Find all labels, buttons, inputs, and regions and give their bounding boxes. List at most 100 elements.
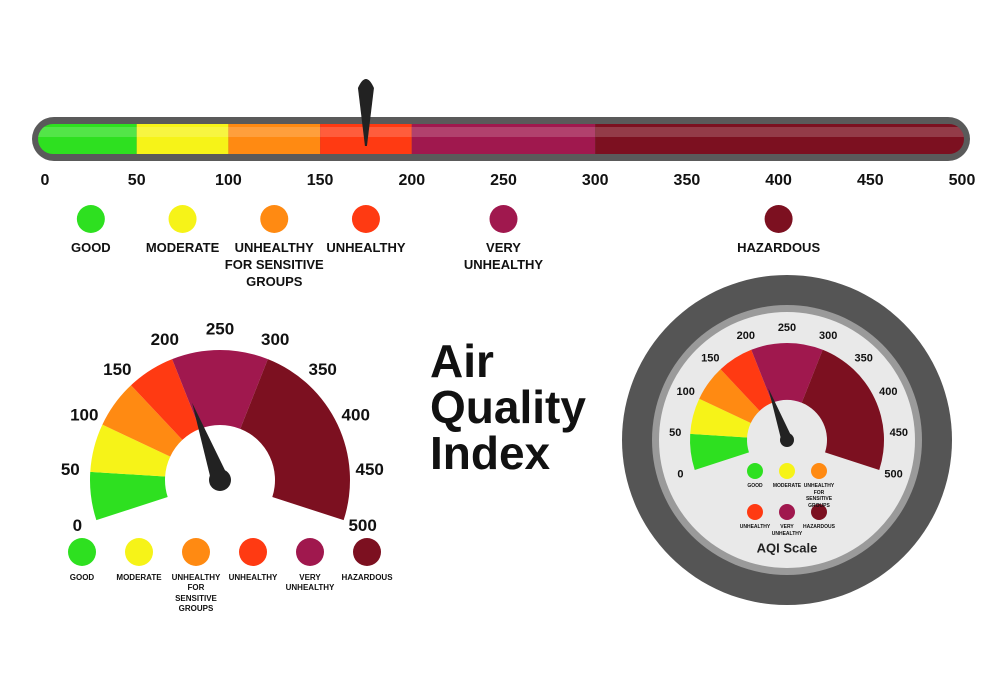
legend-dot xyxy=(747,504,763,520)
legend-dot xyxy=(125,538,153,566)
gauge-tick-label: 100 xyxy=(676,386,694,398)
scale-tick-label: 450 xyxy=(857,172,884,189)
bar-segment xyxy=(38,124,137,154)
gauge-tick-label: 400 xyxy=(879,386,897,398)
gauge-hub xyxy=(780,433,794,447)
legend-dot xyxy=(260,205,289,233)
scale-tick-label: 200 xyxy=(398,172,425,189)
legend-dot xyxy=(811,504,827,520)
scale-tick-label: 150 xyxy=(307,172,334,189)
legend-label: MODERATE xyxy=(116,573,162,582)
title-line: Index xyxy=(430,427,551,479)
legend-dot xyxy=(779,504,795,520)
gauge-label: AQI Scale xyxy=(757,540,818,555)
gauge-segment xyxy=(240,359,350,521)
legend-label: UNHEALTHY xyxy=(739,524,771,530)
gauge-segment xyxy=(131,359,200,440)
legend-label: HAZARDOUS xyxy=(341,573,393,582)
gauge-tick-label: 100 xyxy=(70,406,98,425)
legend-label: VERY UNHEALTHY xyxy=(463,240,544,272)
gauge-tick-label: 450 xyxy=(356,460,384,479)
scale-tick-label: 500 xyxy=(949,172,976,189)
gauge-segment xyxy=(720,349,773,411)
legend-dot xyxy=(239,538,267,566)
legend-label: UNHEALTHY FOR SENSITIVE GROUPS xyxy=(803,483,835,509)
gauge-tick-label: 0 xyxy=(677,469,683,481)
scale-tick-label: 400 xyxy=(765,172,792,189)
legend-label: UNHEALTHY xyxy=(228,573,278,582)
gauge-tick-label: 500 xyxy=(884,469,902,481)
legend-label: UNHEALTHY xyxy=(326,240,406,255)
gauge-tick-label: 350 xyxy=(308,360,336,379)
gauge-tick-label: 350 xyxy=(854,352,872,364)
gauge-tick-label: 0 xyxy=(73,516,82,535)
bar-shine xyxy=(136,127,229,137)
legend-dot xyxy=(779,463,795,479)
gauge-tick-label: 150 xyxy=(103,360,131,379)
legend-dot xyxy=(351,205,380,233)
scale-tick-label: 300 xyxy=(582,172,609,189)
legend-dot xyxy=(353,538,381,566)
gauge-tick-label: 150 xyxy=(701,352,719,364)
gauge-segment xyxy=(172,350,268,429)
gauge-tick-label: 300 xyxy=(261,330,289,349)
legend-dot xyxy=(296,538,324,566)
gauge-tick-label: 50 xyxy=(669,427,681,439)
gauge-tick-label: 400 xyxy=(342,406,370,425)
legend-dot xyxy=(68,538,96,566)
legend-dot xyxy=(764,205,793,233)
bar-segment xyxy=(595,124,964,154)
gauge-segment xyxy=(801,349,884,470)
scale-tick-label: 0 xyxy=(41,172,50,189)
gauge-tick-label: 250 xyxy=(206,319,234,338)
gauge-tick-label: 450 xyxy=(890,427,908,439)
bar-shine xyxy=(228,127,321,137)
gauge-hub xyxy=(209,469,231,491)
legend-label: VERY UNHEALTHY xyxy=(285,573,335,593)
scale-tick-label: 350 xyxy=(674,172,701,189)
legend-label: MODERATE xyxy=(772,483,802,489)
bar-segment xyxy=(411,124,596,154)
legend-label: GOOD xyxy=(69,573,95,582)
legend-label: HAZARDOUS xyxy=(803,524,835,530)
bar-shine xyxy=(38,127,137,137)
gauge-tick-label: 200 xyxy=(737,330,755,342)
legend-label: VERY UNHEALTHY xyxy=(771,524,803,537)
bar-segments xyxy=(38,124,964,154)
legend-label: GOOD xyxy=(747,483,763,489)
scale-tick-label: 250 xyxy=(490,172,517,189)
legend-label: UNHEALTHY FOR SENSITIVE GROUPS xyxy=(224,240,324,289)
bar-shine xyxy=(411,127,596,137)
gauge-segment xyxy=(690,398,751,438)
gauge-needle xyxy=(768,388,793,442)
legend-label: MODERATE xyxy=(145,240,220,255)
gauge-segment xyxy=(689,433,749,470)
legend-dot xyxy=(489,205,518,233)
bar-shine xyxy=(595,127,964,137)
gauge-segment xyxy=(102,385,183,457)
legend-label: UNHEALTHY FOR SENSITIVE GROUPS xyxy=(171,573,221,614)
gauge-tick-label: 50 xyxy=(61,460,80,479)
gauge-segment xyxy=(89,471,168,521)
gauge-tick-label: 300 xyxy=(819,330,837,342)
title-line: Quality xyxy=(430,381,586,433)
legend-dot xyxy=(811,463,827,479)
title-line: Air xyxy=(430,335,494,387)
gauge-segment xyxy=(699,369,760,423)
legend-dot xyxy=(168,205,197,233)
gauge-tick-label: 200 xyxy=(151,330,179,349)
gauge-segment xyxy=(90,424,171,477)
bar-segment xyxy=(228,124,321,154)
scale-tick-label: 50 xyxy=(128,172,146,189)
legend-dot xyxy=(76,205,105,233)
bar-segment xyxy=(136,124,229,154)
legend-label: GOOD xyxy=(70,240,111,255)
scale-tick-label: 100 xyxy=(215,172,242,189)
gauge-tick-label: 500 xyxy=(348,516,376,535)
bar-pointer xyxy=(357,79,374,146)
gauge-segment xyxy=(751,343,823,403)
legend-label: HAZARDOUS xyxy=(737,240,821,255)
gauge-tick-label: 250 xyxy=(778,322,796,334)
